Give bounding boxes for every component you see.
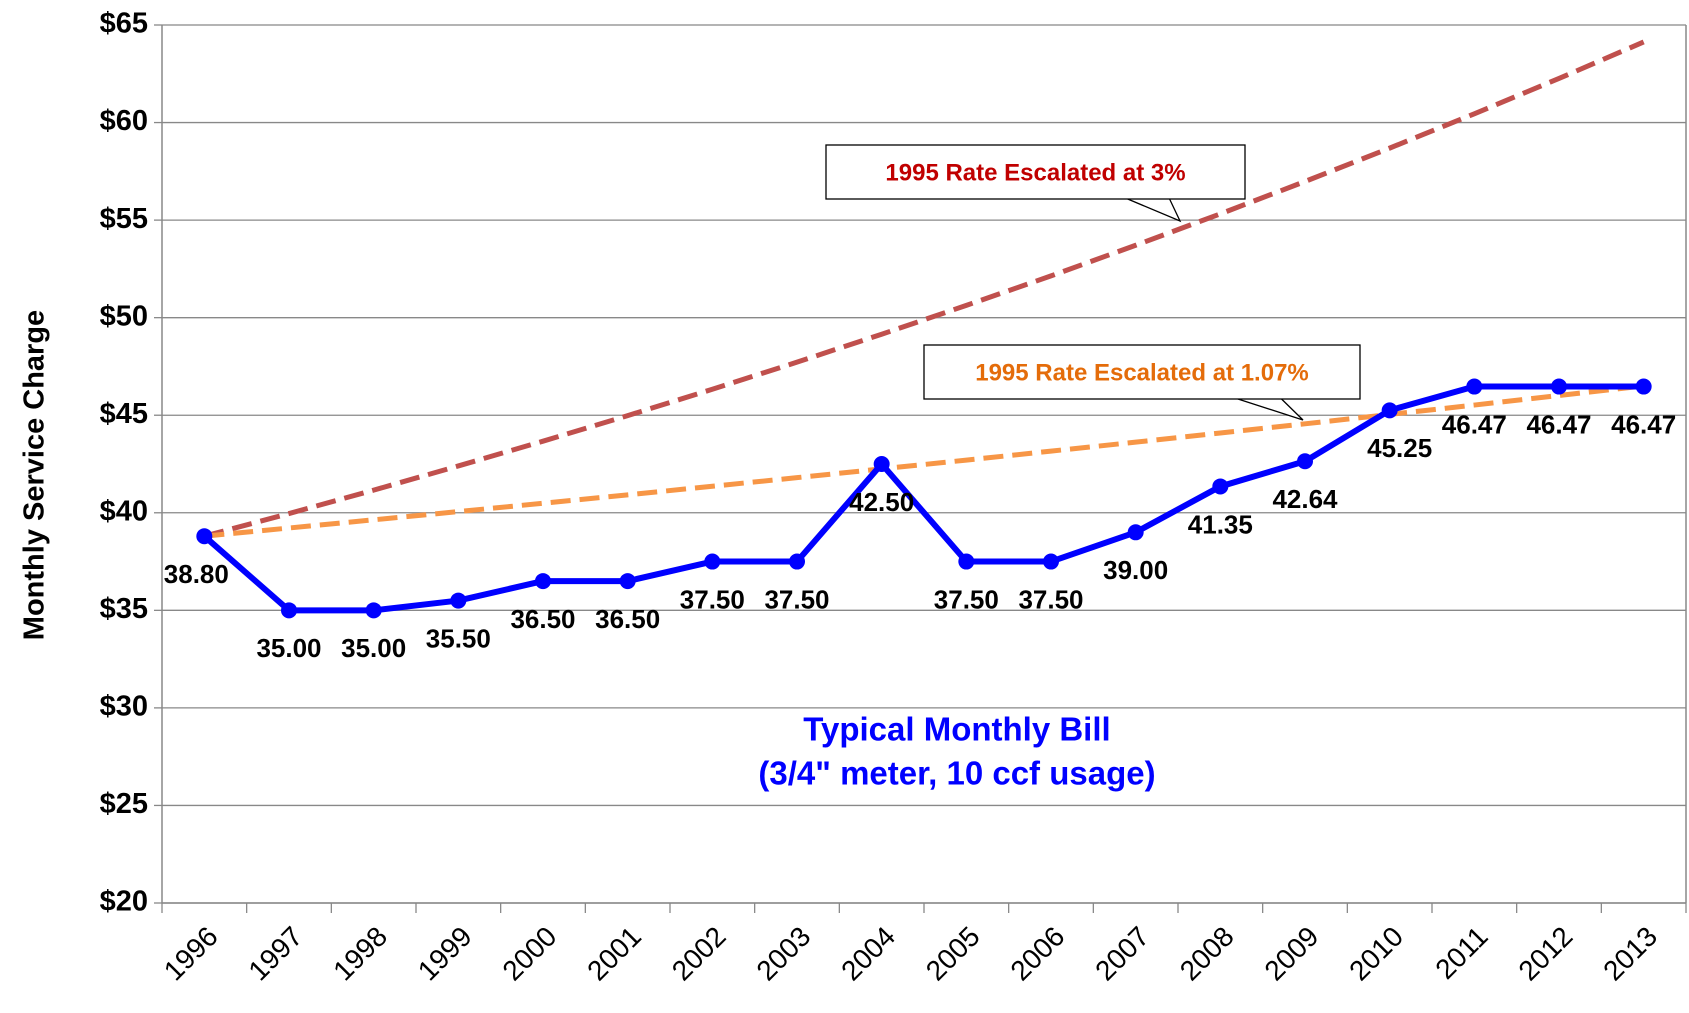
data-label: 46.47 bbox=[1442, 409, 1507, 439]
x-tick-label: 1998 bbox=[327, 921, 393, 987]
series-label: Typical Monthly Bill bbox=[803, 711, 1110, 748]
marker bbox=[1466, 378, 1483, 395]
x-tick-label: 2006 bbox=[1004, 921, 1070, 987]
annotation: (3/4" meter, 10 ccf usage) bbox=[758, 755, 1155, 792]
x-tick-label: 2005 bbox=[920, 921, 986, 987]
marker bbox=[789, 553, 805, 570]
marker bbox=[450, 592, 467, 609]
callout-pointer bbox=[1127, 198, 1182, 223]
x-tick-label: 1996 bbox=[158, 921, 224, 987]
x-tick-label: 2008 bbox=[1174, 921, 1240, 987]
data-label: 46.47 bbox=[1611, 409, 1676, 439]
x-tick-label: 2010 bbox=[1343, 921, 1409, 987]
data-label: 36.50 bbox=[510, 604, 575, 634]
data-label: 46.47 bbox=[1526, 409, 1591, 439]
series-line bbox=[203, 39, 1645, 539]
y-tick-label: $55 bbox=[100, 203, 148, 235]
data-label: 37.50 bbox=[680, 584, 745, 614]
callout-box bbox=[825, 144, 1246, 200]
series-line bbox=[202, 383, 1644, 614]
y-tick-label: $60 bbox=[100, 105, 148, 137]
x-tick-label: 2000 bbox=[496, 921, 562, 987]
y-tick-label: $35 bbox=[100, 593, 148, 625]
y-tick-label: $40 bbox=[100, 495, 148, 527]
marker bbox=[1297, 453, 1313, 470]
y-tick-label: $45 bbox=[100, 398, 148, 430]
callout-text: 1995 Rate Escalated at 3% bbox=[885, 159, 1185, 186]
data-label: 42.50 bbox=[849, 487, 914, 517]
y-tick-label: $30 bbox=[100, 691, 148, 723]
data-label: 35.50 bbox=[426, 623, 491, 653]
x-tick-label: 2003 bbox=[750, 921, 816, 987]
marker bbox=[535, 573, 551, 590]
x-tick-label: 2004 bbox=[835, 921, 901, 987]
marker bbox=[1127, 524, 1144, 541]
data-label: 45.25 bbox=[1367, 433, 1432, 463]
marker bbox=[619, 573, 636, 590]
marker bbox=[873, 456, 890, 472]
marker bbox=[1551, 378, 1567, 395]
marker bbox=[704, 553, 721, 570]
marker bbox=[958, 553, 975, 570]
data-label: 35.00 bbox=[341, 633, 406, 663]
marker bbox=[196, 528, 213, 545]
x-tick-label: 2007 bbox=[1089, 921, 1155, 987]
x-tick-label: 2001 bbox=[581, 921, 647, 987]
x-tick-label: 2002 bbox=[666, 921, 732, 987]
data-label: 41.35 bbox=[1188, 509, 1253, 539]
y-tick-label: $50 bbox=[100, 300, 148, 332]
data-label: 37.50 bbox=[1018, 584, 1083, 614]
x-tick-label: 1997 bbox=[242, 921, 308, 987]
data-label: 35.00 bbox=[256, 633, 321, 663]
x-tick-label: 2009 bbox=[1258, 921, 1324, 987]
x-tick-label: 2012 bbox=[1512, 921, 1578, 987]
callout-pointer bbox=[1237, 398, 1304, 421]
marker bbox=[1212, 478, 1229, 495]
x-tick-label: 1999 bbox=[412, 921, 478, 987]
x-tick-label: 2011 bbox=[1429, 921, 1494, 986]
y-axis-label: Monthly Service Charge bbox=[19, 310, 51, 640]
marker bbox=[1635, 378, 1652, 395]
data-label: 42.64 bbox=[1272, 484, 1338, 514]
callout-text: 1995 Rate Escalated at 1.07% bbox=[975, 359, 1309, 386]
data-label: 38.80 bbox=[164, 559, 229, 589]
y-tick-label: $65 bbox=[100, 8, 148, 40]
data-label: 39.00 bbox=[1103, 555, 1168, 585]
marker bbox=[1043, 553, 1059, 570]
data-label: 37.50 bbox=[934, 584, 999, 614]
marker bbox=[281, 602, 297, 619]
callout-box bbox=[923, 344, 1361, 400]
marker bbox=[365, 602, 382, 619]
data-label: 37.50 bbox=[764, 584, 829, 614]
x-tick-label: 2013 bbox=[1597, 921, 1663, 987]
y-tick-label: $25 bbox=[100, 788, 148, 820]
data-label: 36.50 bbox=[595, 604, 660, 634]
series-line bbox=[204, 383, 1644, 539]
marker bbox=[1381, 402, 1398, 419]
y-tick-label: $20 bbox=[100, 886, 148, 918]
